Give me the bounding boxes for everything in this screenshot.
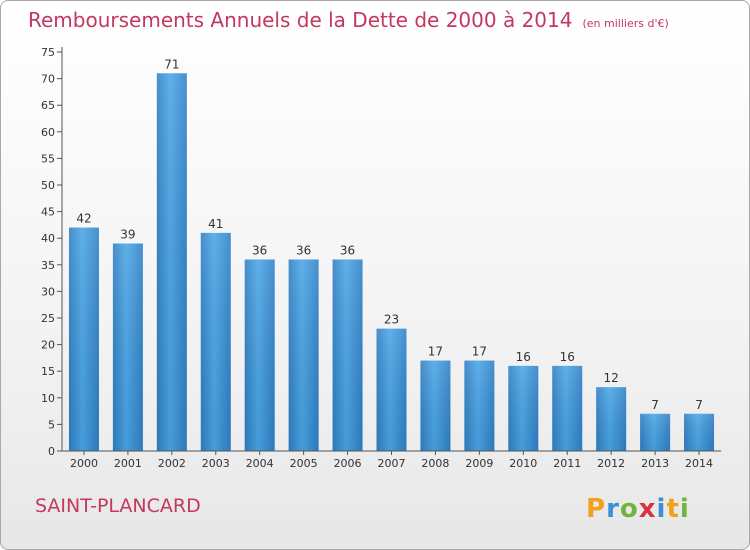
x-tick-label-2001: 2001 [114,457,142,470]
bar-shade-2007 [376,328,407,451]
bar-shade-2000 [68,227,99,451]
bar-shade-2010 [508,365,539,451]
bar-shade-2012 [596,387,627,451]
bar-shade-2009 [464,360,495,451]
y-tick-label: 65 [41,99,55,112]
y-tick-label: 20 [41,339,55,352]
data-label-2011: 16 [560,350,575,364]
chart-title-row: Remboursements Annuels de la Dette de 20… [28,8,669,32]
data-label-2007: 23 [384,313,399,327]
x-tick-label-2007: 2007 [378,457,406,470]
bar-shade-2013 [640,413,671,451]
y-tick-label: 60 [41,126,55,139]
bar-shade-2001 [112,243,143,451]
y-tick-label: 15 [41,365,55,378]
x-tick-label-2013: 2013 [641,457,669,470]
x-tick-label-2014: 2014 [685,457,713,470]
proxiti-logo: Proxiti [586,494,690,524]
y-tick-label: 40 [41,232,55,245]
bar-shade-2005 [288,259,319,451]
data-label-2003: 41 [208,217,223,231]
x-tick-label-2008: 2008 [421,457,449,470]
x-tick-label-2003: 2003 [202,457,230,470]
x-tick-label-2009: 2009 [465,457,493,470]
y-tick-label: 35 [41,259,55,272]
x-tick-label-2006: 2006 [334,457,362,470]
data-label-2006: 36 [340,243,355,257]
bar-shade-2004 [244,259,275,451]
x-axis: 2000 2001 2002 2003 2004 2005 2006 2007 2008 2009… [62,450,721,470]
data-label-2000: 42 [76,212,91,226]
bar-shade-2008 [420,360,451,451]
y-tick-label: 25 [41,312,55,325]
data-label-2014: 7 [695,398,703,412]
y-tick-label: 50 [41,179,55,192]
x-tick-label-2002: 2002 [158,457,186,470]
x-tick-label-2005: 2005 [290,457,318,470]
data-label-2004: 36 [252,243,267,257]
chart-subtitle: (en milliers d'€) [582,17,669,30]
bar-shade-2011 [552,365,583,451]
y-tick-label: 55 [41,152,55,165]
data-label-2010: 16 [516,350,531,364]
bars-group: 42 39 71 41 36 36 36 23 17 17 16 16 12 7 7 [68,57,715,451]
bar-shade-2003 [200,232,231,451]
y-tick-label: 5 [48,418,55,431]
svg-text:Proxiti: Proxiti [586,494,690,524]
y-tick-label: 10 [41,392,55,405]
data-label-2012: 12 [604,371,619,385]
x-tick-label-2011: 2011 [553,457,581,470]
y-tick-label: 75 [41,46,55,59]
chart-title: Remboursements Annuels de la Dette de 20… [28,8,573,32]
location-name: SAINT-PLANCARD [35,495,201,517]
bar-shade-2006 [332,259,363,451]
y-tick-label: 45 [41,206,55,219]
data-label-2009: 17 [472,345,487,359]
data-label-2005: 36 [296,243,311,257]
data-label-2008: 17 [428,345,443,359]
y-axis: 0 5 10 15 20 25 30 35 40 45 50 55 60 65 70 75 [41,46,63,458]
x-tick-label-2000: 2000 [70,457,98,470]
bar-shade-2002 [156,73,187,451]
y-tick-label: 70 [41,73,55,86]
x-tick-label-2010: 2010 [509,457,537,470]
x-tick-label-2012: 2012 [597,457,625,470]
y-tick-label: 0 [48,445,55,458]
data-label-2013: 7 [651,398,659,412]
y-tick-label: 30 [41,285,55,298]
x-tick-label-2004: 2004 [246,457,274,470]
data-label-2001: 39 [120,228,135,242]
bar-shade-2014 [684,413,715,451]
data-label-2002: 71 [164,57,179,71]
